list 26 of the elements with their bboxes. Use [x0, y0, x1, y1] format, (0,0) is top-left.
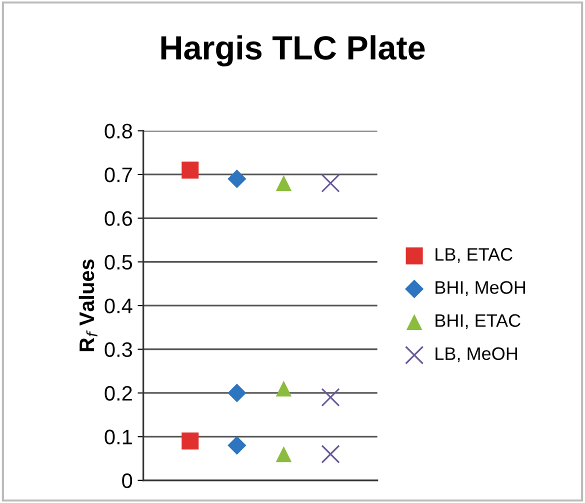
point: [228, 170, 246, 188]
y-tick-label: 0: [122, 473, 132, 488]
legend-label: LB, ETAC: [436, 248, 512, 263]
point: [321, 444, 340, 464]
point: [276, 446, 292, 462]
point: [321, 174, 340, 193]
y-tick-label: 0.7: [104, 167, 132, 182]
y-axis-title: R$_{f}$ Values: [78, 260, 98, 352]
point: [321, 388, 340, 407]
y-tick-label: 0.6: [104, 211, 132, 226]
y-tick-label: 0.8: [104, 124, 132, 139]
point: [228, 384, 246, 402]
point: [182, 162, 199, 179]
chart-title: Hargis TLC Plate: [161, 35, 425, 66]
y-tick-label: 0.5: [104, 254, 132, 270]
legend-label: BHI, ETAC: [436, 314, 520, 330]
point: [228, 436, 246, 455]
y-tick-label: 0.3: [104, 342, 132, 358]
y-tick-label: 0.2: [104, 386, 132, 401]
y-tick-label: 0.4: [104, 298, 132, 314]
point: [276, 175, 292, 192]
legend-label: BHI, MeOH: [436, 281, 525, 296]
legend-label: LB, MeOH: [436, 347, 517, 362]
y-tick-label: 0.1: [104, 430, 132, 444]
point: [276, 380, 292, 397]
point: [182, 432, 199, 450]
